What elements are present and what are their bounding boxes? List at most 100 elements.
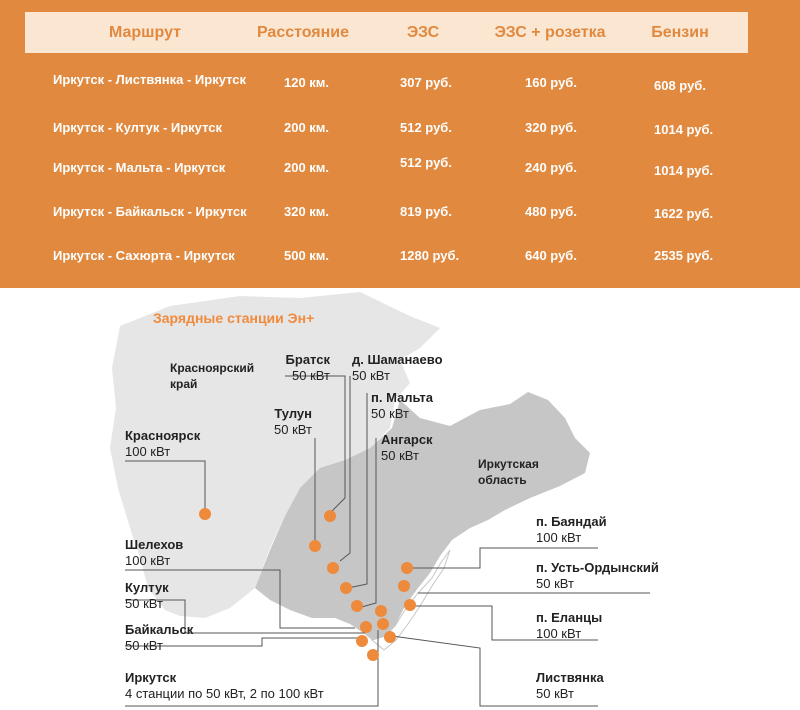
header-gasoline: Бензин xyxy=(651,24,709,41)
leader-malta xyxy=(347,393,368,589)
table-header: Маршрут Расстояние ЭЗС ЭЗС + розетка Бен… xyxy=(25,12,748,53)
station-name: Красноярск xyxy=(125,428,201,443)
station-kultuk: Култук 50 кВт xyxy=(125,580,169,612)
ezs-socket-cell: 480 руб. xyxy=(525,204,577,219)
map-graphic xyxy=(110,292,650,707)
station-power: 50 кВт xyxy=(381,448,419,463)
ezs-cell: 512 руб. xyxy=(400,120,452,135)
leader-kultuk xyxy=(125,599,365,634)
baikal-lake xyxy=(370,549,451,651)
gasoline-cell: 1014 руб. xyxy=(654,163,714,178)
region-line: область xyxy=(478,473,527,487)
region-line: Красноярский xyxy=(170,361,255,375)
marker-krasnoyarsk xyxy=(199,508,211,520)
station-name: д. Шаманаево xyxy=(352,352,443,367)
gasoline-cell: 2535 руб. xyxy=(654,248,714,263)
station-power: 100 кВт xyxy=(536,530,582,545)
station-angarsk: Ангарск 50 кВт xyxy=(381,432,433,464)
ezs-socket-cell: 320 руб. xyxy=(525,120,577,135)
station-power: 4 станции по 50 кВт, 2 по 100 кВт xyxy=(125,686,324,701)
station-power: 50 кВт xyxy=(125,596,163,611)
leader-krasnoyarsk xyxy=(125,460,206,513)
station-name: Листвянка xyxy=(536,670,604,685)
station-shelekhov: Шелехов 100 кВт xyxy=(125,537,183,569)
ezs-cell: 307 руб. xyxy=(400,75,452,90)
station-name: Братск xyxy=(285,352,330,367)
marker-bayanday xyxy=(401,562,413,574)
ezs-socket-cell: 160 руб. xyxy=(525,75,577,90)
header-ezs-socket: ЭЗС + розетка xyxy=(494,24,606,41)
marker-shelekhov xyxy=(360,621,372,633)
marker-listvyanka xyxy=(384,631,396,643)
ezs-socket-cell: 640 руб. xyxy=(525,248,577,263)
route-cell: Иркутск - Мальта - Иркутск xyxy=(53,160,226,175)
route-cell: Иркутск - Листвянка - Иркутск xyxy=(53,72,247,87)
station-tulun: Тулун 50 кВт xyxy=(255,406,312,438)
station-bratsk: Братск 50 кВт xyxy=(270,352,330,384)
irkutsk-oblast-label: Иркутская область xyxy=(478,456,539,488)
marker-tulun xyxy=(309,540,321,552)
station-name: Байкальск xyxy=(125,622,194,637)
marker-bratsk xyxy=(324,510,336,522)
marker-kultuk xyxy=(356,635,368,647)
station-shamanaevo: д. Шаманаево 50 кВт xyxy=(352,352,443,384)
charging-stations-map: Зарядные станции Эн+ Красноярский край И… xyxy=(0,288,800,710)
distance-cell: 120 км. xyxy=(284,75,330,90)
routes-table: Маршрут Расстояние ЭЗС ЭЗС + розетка Бен… xyxy=(0,0,800,288)
station-name: п. Еланцы xyxy=(536,610,603,625)
leader-angarsk xyxy=(357,438,377,609)
leader-baikalsk xyxy=(125,637,365,647)
station-name: Тулун xyxy=(274,406,312,421)
station-name: п. Баяндай xyxy=(536,514,607,529)
station-baikalsk: Байкальск 50 кВт xyxy=(125,622,193,654)
gasoline-cell: 1622 руб. xyxy=(654,206,714,221)
station-power: 100 кВт xyxy=(125,553,171,568)
header-distance: Расстояние xyxy=(256,24,350,41)
station-bayanday: п. Баяндай 100 кВт xyxy=(536,514,607,546)
station-power: 50 кВт xyxy=(536,686,574,701)
leader-listvyanka xyxy=(391,635,598,707)
region-line: край xyxy=(170,377,198,391)
station-name: Култук xyxy=(125,580,169,595)
distance-cell: 320 км. xyxy=(284,204,330,219)
station-name: Ангарск xyxy=(381,432,433,447)
ezs-cell: 512 руб. xyxy=(400,155,452,170)
station-name: Иркутск xyxy=(125,670,177,685)
distance-cell: 200 км. xyxy=(284,160,330,175)
ezs-cell: 819 руб. xyxy=(400,204,452,219)
header-ezs: ЭЗС xyxy=(406,24,440,41)
route-cell: Иркутск - Сахюрта - Иркутск xyxy=(53,248,235,263)
gasoline-cell: 1014 руб. xyxy=(654,122,714,137)
distance-cell: 500 км. xyxy=(284,248,330,263)
station-power: 100 кВт xyxy=(536,626,582,641)
station-name: Шелехов xyxy=(125,537,184,552)
station-power: 50 кВт xyxy=(125,638,163,653)
station-krasnoyarsk: Красноярск 100 кВт xyxy=(125,428,200,460)
station-power: 50 кВт xyxy=(292,368,330,383)
krasnoyarsk-krai-region xyxy=(110,292,440,618)
ezs-socket-cell: 240 руб. xyxy=(525,160,577,175)
marker-ust-ordynsky xyxy=(398,580,410,592)
marker-irkutsk-1 xyxy=(375,605,387,617)
irkutsk-oblast-region xyxy=(255,392,590,640)
station-elantsy: п. Еланцы 100 кВт xyxy=(536,610,602,642)
header-route: Маршрут xyxy=(108,24,182,41)
marker-baikalsk xyxy=(367,649,379,661)
leader-shamanaevo xyxy=(339,376,351,562)
station-name: п. Мальта xyxy=(371,390,433,405)
station-listvyanka: Листвянка 50 кВт xyxy=(536,670,604,702)
station-malta: п. Мальта 50 кВт xyxy=(371,390,433,422)
station-power: 100 кВт xyxy=(125,444,171,459)
krasnoyarsk-krai-label: Красноярский край xyxy=(170,360,254,392)
route-cell: Иркутск - Байкальск - Иркутск xyxy=(53,204,247,219)
leader-elantsy xyxy=(412,605,598,641)
route-cell: Иркутск - Култук - Иркутск xyxy=(53,120,223,135)
station-name: п. Усть-Ордынский xyxy=(536,560,659,575)
station-power: 50 кВт xyxy=(371,406,409,421)
region-line: Иркутская xyxy=(478,457,539,471)
station-power: 50 кВт xyxy=(274,422,312,437)
leader-shelekhov xyxy=(125,569,355,629)
leader-bratsk xyxy=(285,375,346,514)
marker-malta xyxy=(340,582,352,594)
gasoline-cell: 608 руб. xyxy=(654,78,706,93)
